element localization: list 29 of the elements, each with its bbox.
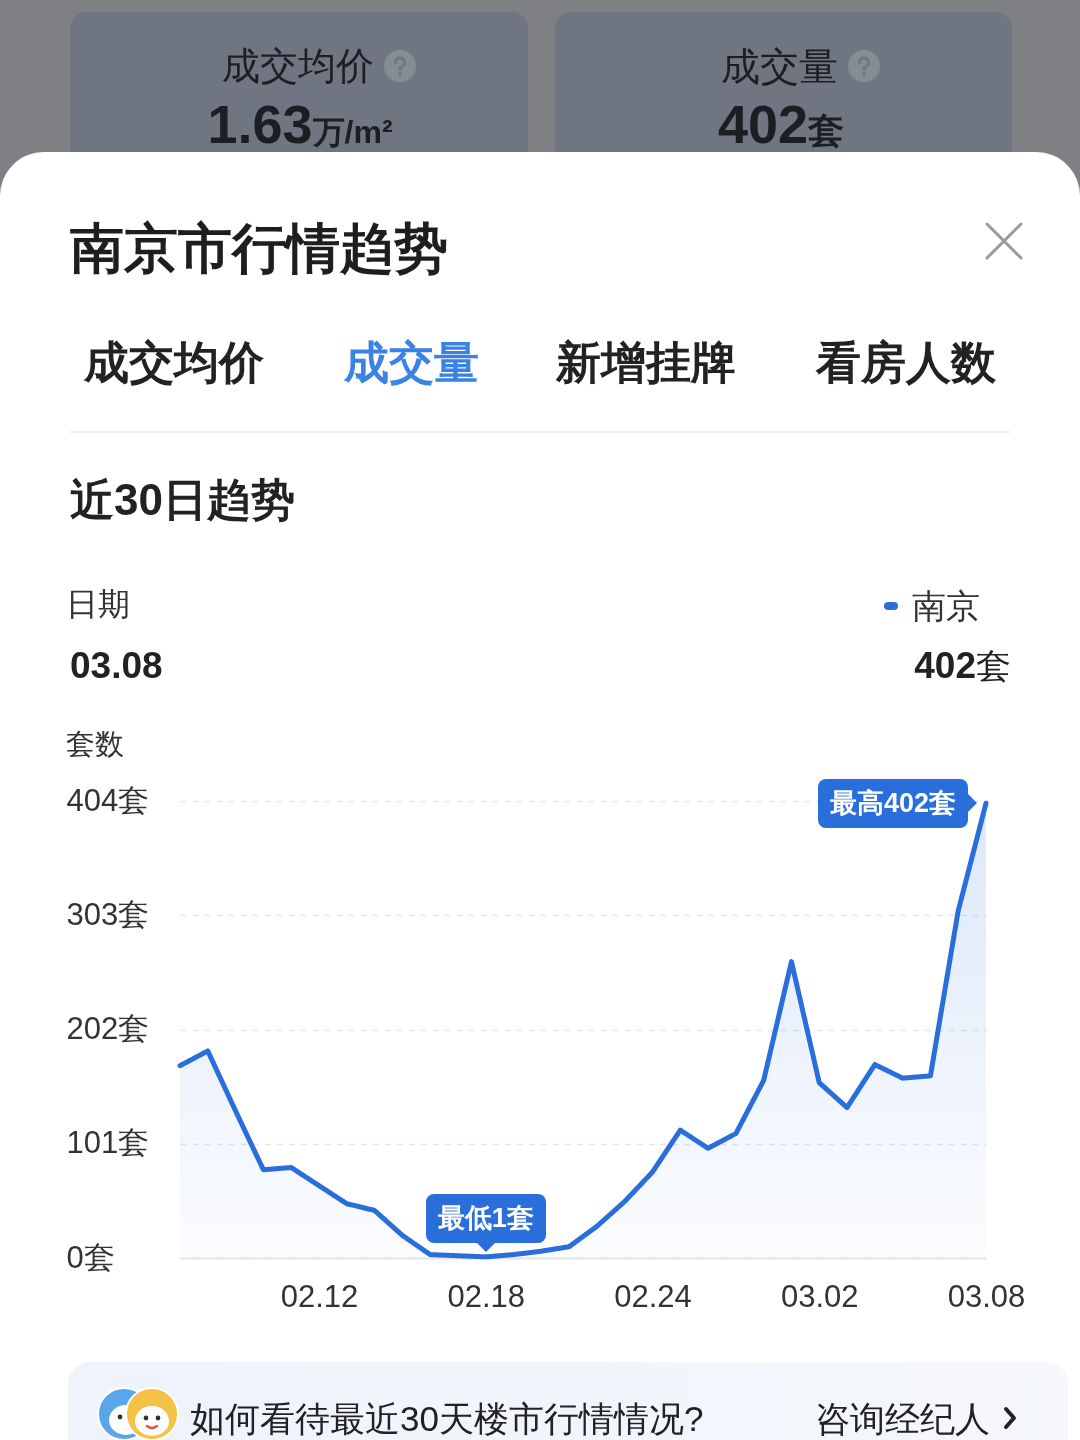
y-tick-label: 0套 [66, 1239, 115, 1275]
text: 咨询经纪人 [815, 1398, 990, 1438]
text: 成交均价 [222, 45, 374, 87]
annotation: 最高402套 [830, 787, 957, 818]
text: 新增挂牌 [556, 336, 736, 388]
x-tick-label: 03.02 [780, 1278, 859, 1314]
text: 日期 [66, 586, 130, 622]
text: 1.63万/m² [207, 94, 393, 154]
text: 03.08 [70, 644, 163, 686]
text: 成交均价 [84, 336, 264, 388]
y-axis-title: 套数 [66, 727, 124, 760]
text: 成交量 [343, 336, 479, 388]
y-tick-label: 101套 [66, 1125, 150, 1161]
annotation: 最低1套 [437, 1202, 534, 1233]
x-tick-label: 02.12 [280, 1278, 359, 1314]
y-tick-label: 404套 [66, 782, 150, 818]
y-tick-label: 202套 [66, 1011, 150, 1046]
chart-title: 南京市行情趋势 [70, 218, 448, 278]
legend-label: 南京 [912, 587, 980, 625]
text: 如何看待最近30天楼市行情情况? [190, 1398, 704, 1438]
x-tick-label: 02.24 [614, 1278, 692, 1314]
x-tick-label: 03.08 [947, 1278, 1026, 1314]
text: 成交量 [720, 44, 838, 88]
text: 402套 [717, 94, 845, 154]
y-tick-label: 303套 [66, 896, 150, 932]
x-tick-label: 02.18 [447, 1278, 526, 1314]
text: 402套 [914, 644, 1011, 686]
chart-subtitle: 近30日趋势 [70, 475, 295, 524]
text: 看房人数 [816, 336, 996, 388]
